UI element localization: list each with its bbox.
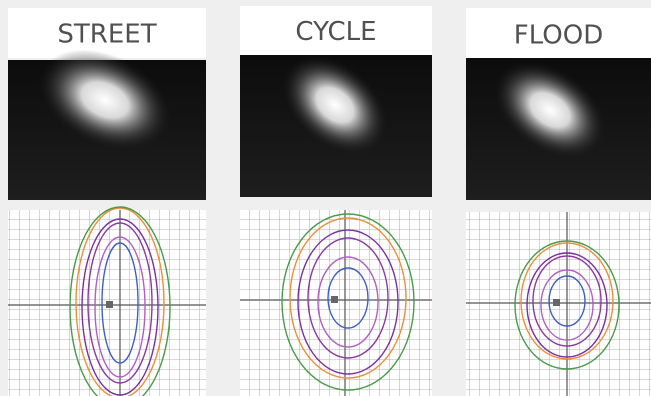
luminaire-marker [331,296,338,303]
isolux-contour [317,256,379,348]
luminaire-marker [553,299,560,306]
light-beam [282,55,388,155]
isolux-contour [532,255,602,347]
label-box [8,8,206,58]
isolux-contour [540,269,594,341]
isolux-contour [297,229,399,375]
isolux-contour [281,213,415,391]
label-box [240,6,432,55]
panel-label: FLOOD [514,21,603,51]
isolux-contour [327,267,369,329]
isolux-contour [526,252,608,358]
panel: CYCLE [240,6,432,396]
isolux-contour [69,206,171,396]
isolux-contour [87,222,153,384]
isolux-contour [520,242,614,360]
panel: STREET [8,8,206,396]
isolux-contour [81,218,159,396]
light-beam [38,49,172,151]
label-box [466,8,651,60]
panel-label: CYCLE [295,17,376,47]
isolux-contour [75,207,165,396]
light-beam [494,61,606,159]
luminaire-marker [106,301,113,308]
isolux-contour [94,236,146,378]
isolux-contour [289,217,407,379]
isolux-contour [101,242,139,364]
isolux-contour [514,240,620,370]
panel-label: STREET [57,20,156,50]
isolux-contour [307,237,389,359]
isolux-contour [548,275,586,327]
panel: FLOOD [466,8,651,396]
